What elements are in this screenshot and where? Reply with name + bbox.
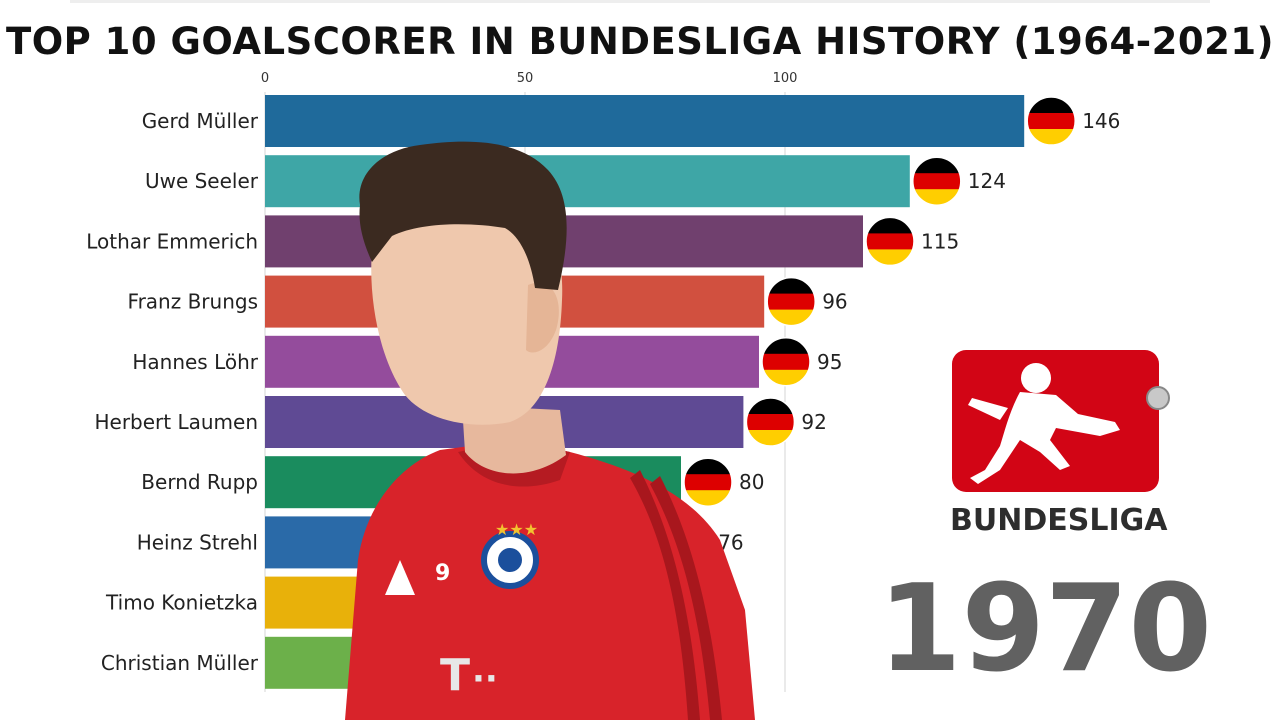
flag-icon-2	[865, 216, 915, 267]
flag-icon-6	[683, 457, 733, 507]
top-divider	[70, 0, 1210, 3]
flag-icon-5	[745, 397, 796, 447]
value-label-2: 115	[921, 229, 959, 253]
value-label-5: 92	[801, 410, 826, 434]
x-tick-label-1: 50	[517, 71, 534, 86]
value-label-1: 124	[968, 169, 1006, 193]
bar-0	[265, 95, 1025, 147]
category-label-8: Timo Konietzka	[105, 591, 258, 615]
svg-text:··: ··	[472, 659, 498, 699]
x-tick-label-2: 100	[773, 71, 798, 86]
svg-text:T: T	[440, 650, 470, 701]
category-label-3: Franz Brungs	[128, 290, 258, 314]
logo-text-bundes: BUNDES	[950, 503, 1089, 538]
value-label-6: 80	[739, 470, 764, 494]
value-label-0: 146	[1082, 109, 1120, 133]
svg-text:★★★: ★★★	[495, 520, 538, 539]
value-label-4: 95	[817, 350, 842, 374]
flag-icon-3	[766, 276, 816, 327]
x-axis-ticks: 0 50 100	[261, 71, 798, 86]
svg-text:BUNDESLIGA: BUNDESLIGA	[950, 503, 1168, 538]
category-label-4: Hannes Löhr	[132, 350, 258, 374]
chart-title: TOP 10 GOALSCORER IN BUNDESLIGA HISTORY …	[5, 20, 1275, 63]
value-label-3: 96	[822, 290, 847, 314]
category-label-1: Uwe Seeler	[145, 169, 259, 193]
category-label-0: Gerd Müller	[142, 109, 259, 133]
category-label-6: Bernd Rupp	[141, 470, 258, 494]
year-label: 1970	[878, 560, 1212, 699]
category-labels: Gerd Müller Uwe Seeler Lothar Emmerich Fran…	[86, 109, 259, 675]
flag-icon-4	[761, 337, 811, 387]
x-tick-label-0: 0	[261, 71, 269, 86]
bundesliga-logo: BUNDESLIGA	[950, 350, 1170, 538]
category-label-9: Christian Müller	[101, 651, 259, 675]
category-label-5: Herbert Laumen	[94, 410, 258, 434]
player-photo: ★★★ 9 T ··	[345, 141, 755, 720]
flag-icon-1	[912, 156, 962, 206]
category-label-2: Lothar Emmerich	[86, 229, 258, 253]
category-label-7: Heinz Strehl	[137, 530, 258, 554]
flag-icon-0	[1026, 96, 1076, 146]
svg-text:9: 9	[435, 561, 450, 586]
logo-text-liga: LIGA	[1089, 503, 1168, 538]
